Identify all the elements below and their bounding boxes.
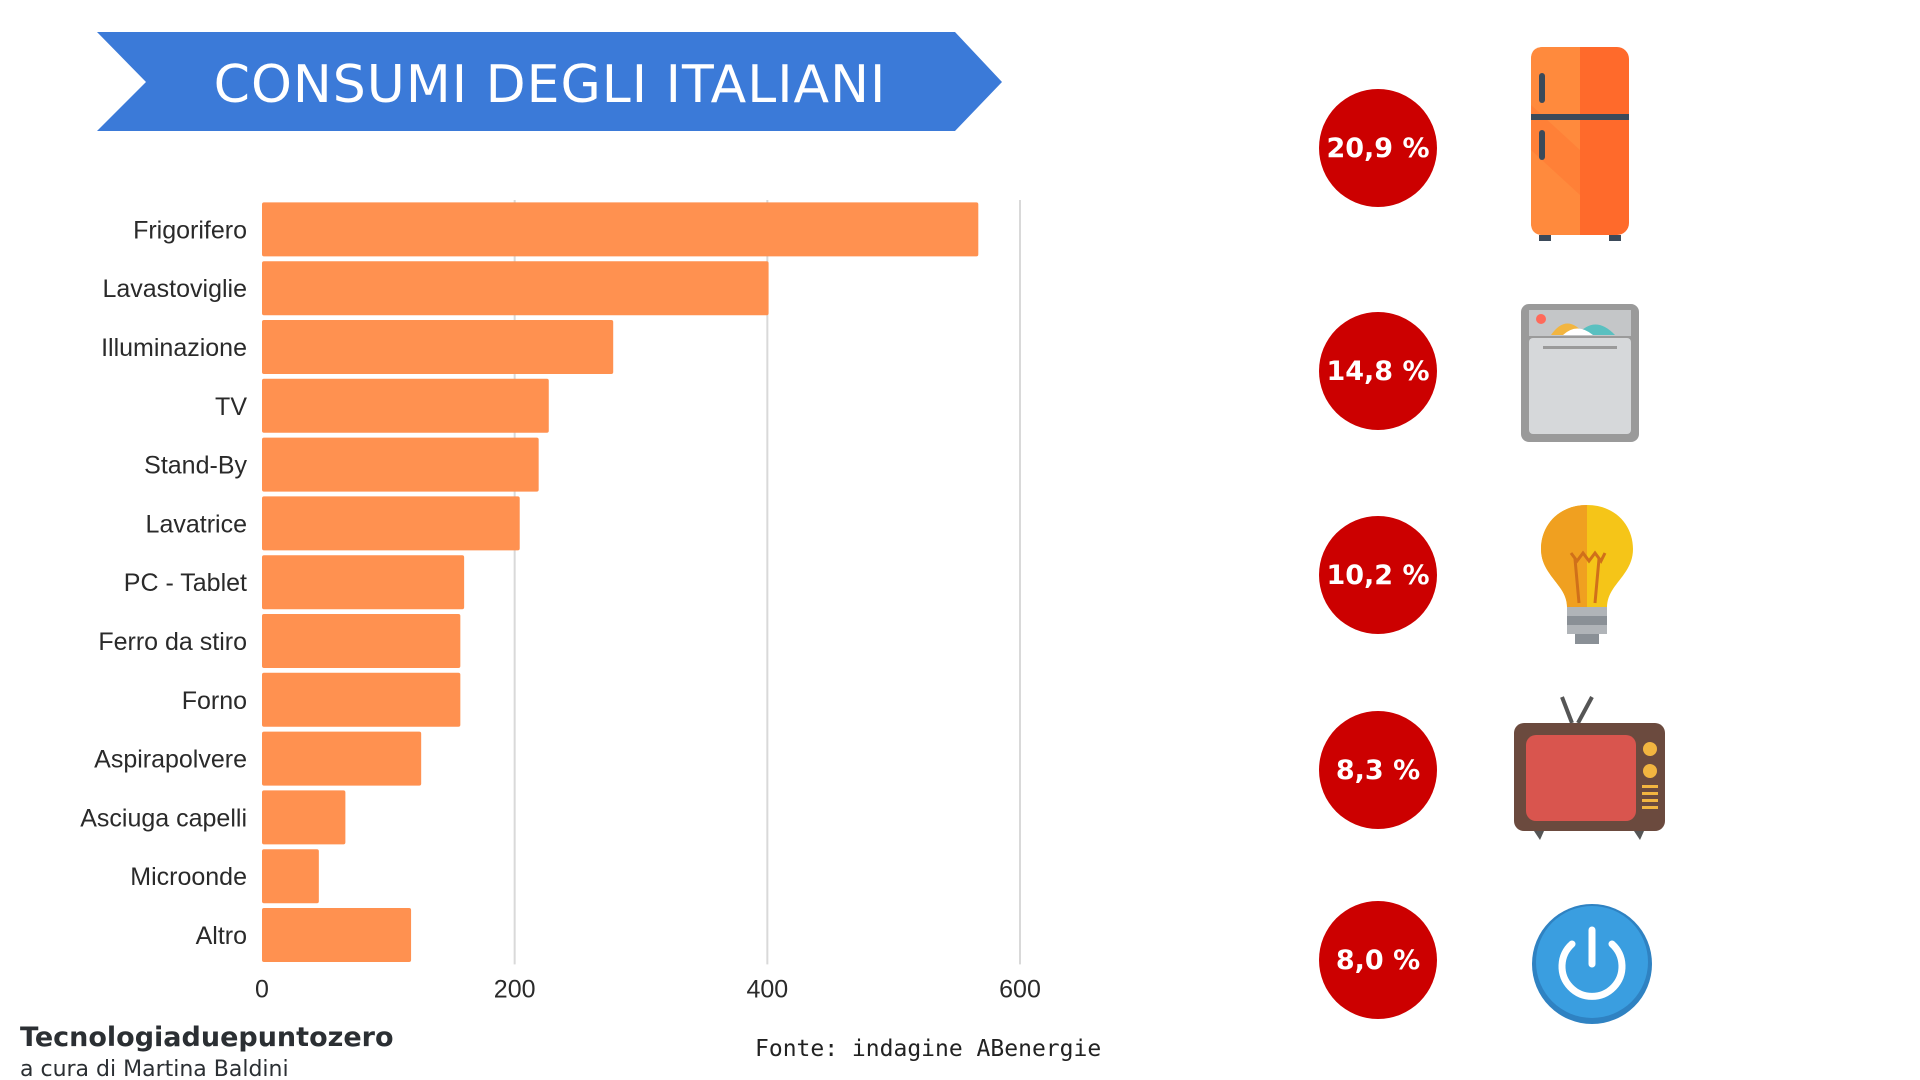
category-label: TV <box>215 393 247 421</box>
percentage-badge-tv: 8,3 % <box>1319 711 1437 829</box>
bar <box>262 614 461 668</box>
source-note: Fonte: indagine ABenergie <box>755 1036 1102 1062</box>
author-byline: a cura di Martina Baldini <box>20 1057 289 1080</box>
percentage-label: 8,3 % <box>1335 754 1421 786</box>
fridge-icon <box>1531 47 1629 241</box>
category-label: Microonde <box>130 863 247 891</box>
x-tick-label: 400 <box>746 975 788 1003</box>
bar <box>262 202 979 257</box>
percentage-badge-lighting: 10,2 % <box>1319 516 1437 634</box>
page-title: CONSUMI DEGLI ITALIANI <box>213 55 887 115</box>
bar <box>262 496 520 551</box>
category-label: PC - Tablet <box>124 569 247 597</box>
lightbulb-icon <box>1541 505 1633 644</box>
bar <box>262 908 412 962</box>
bar <box>262 672 461 727</box>
percentage-label: 14,8 % <box>1326 355 1430 387</box>
bar <box>262 320 614 374</box>
brand-name: Tecnologiaduepuntozero <box>20 1022 394 1053</box>
percentage-label: 20,9 % <box>1326 132 1430 164</box>
bar <box>262 731 422 786</box>
bar <box>262 261 769 316</box>
category-label: Lavatrice <box>146 510 247 538</box>
category-label: Forno <box>182 687 247 715</box>
percentage-label: 8,0 % <box>1335 944 1421 976</box>
chart-bars <box>262 202 979 962</box>
category-label: Stand-By <box>144 452 247 480</box>
chart-tick-labels: 0 200 400 600 <box>255 975 1041 1003</box>
bar <box>262 849 319 904</box>
category-label: Illuminazione <box>101 334 247 362</box>
percentage-badge-fridge: 20,9 % <box>1319 89 1437 207</box>
percentage-badge-standby: 8,0 % <box>1319 901 1437 1019</box>
bar <box>262 378 549 433</box>
percentage-label: 10,2 % <box>1326 559 1430 591</box>
category-label: Lavastoviglie <box>102 275 247 303</box>
category-label: Asciuga capelli <box>80 804 247 832</box>
bar <box>262 790 346 845</box>
x-tick-label: 0 <box>255 975 269 1003</box>
x-tick-label: 200 <box>494 975 536 1003</box>
category-label: Ferro da stiro <box>98 628 247 656</box>
dishwasher-icon <box>1521 304 1639 442</box>
category-label: Frigorifero <box>133 216 247 244</box>
x-tick-label: 600 <box>999 975 1041 1003</box>
tv-icon <box>1514 696 1665 840</box>
category-label: Aspirapolvere <box>94 746 247 774</box>
bar <box>262 555 465 610</box>
category-label: Altro <box>196 922 247 950</box>
chart-category-labels: Frigorifero Lavastoviglie Illuminazione TV S… <box>80 216 247 950</box>
power-icon <box>1532 904 1652 1024</box>
bar <box>262 437 539 492</box>
percentage-badge-dishwasher: 14,8 % <box>1319 312 1437 430</box>
